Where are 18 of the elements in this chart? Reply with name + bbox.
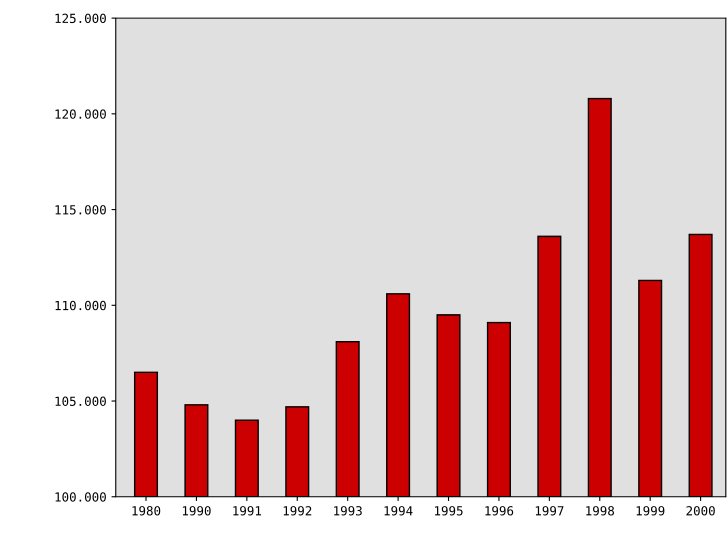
y-tick-label: 125.000 bbox=[56, 14, 106, 24]
x-tick-label: 1999 bbox=[636, 506, 664, 516]
y-tick-label: 100.000 bbox=[56, 492, 106, 502]
x-tick-label: 1993 bbox=[334, 506, 362, 516]
x-tick-label: 1997 bbox=[536, 506, 564, 516]
x-tick-label: 1998 bbox=[586, 506, 614, 516]
x-tick-label: 1980 bbox=[132, 506, 160, 516]
x-tick-label: 1995 bbox=[434, 506, 463, 516]
x-tick-label: 1996 bbox=[485, 506, 514, 516]
x-tick-label: 1991 bbox=[233, 506, 262, 516]
x-tick-label: 1994 bbox=[384, 506, 413, 516]
x-tick-label: 1990 bbox=[182, 506, 211, 516]
y-tick-label: 110.000 bbox=[56, 300, 106, 310]
x-tick-label: 2000 bbox=[686, 506, 715, 516]
x-tick-label: 1992 bbox=[284, 506, 312, 516]
y-tick-label: 115.000 bbox=[56, 205, 106, 215]
y-tick-label: 105.000 bbox=[56, 396, 106, 406]
y-tick-label: 120.000 bbox=[56, 109, 106, 119]
